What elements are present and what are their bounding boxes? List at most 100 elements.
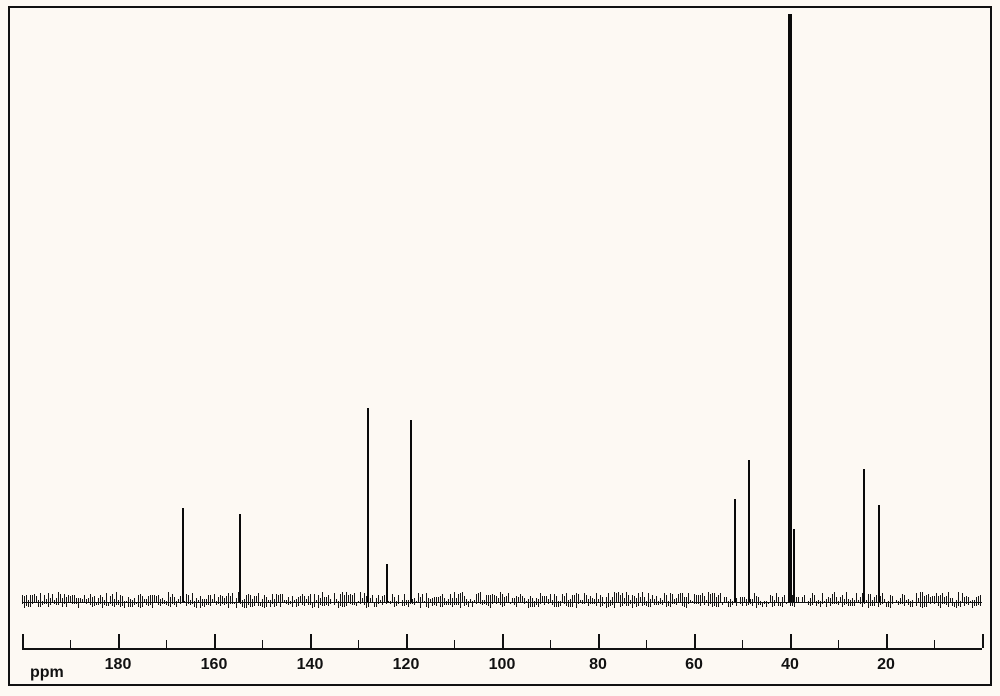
noise-bristle — [880, 596, 881, 604]
noise-bristle — [42, 601, 43, 605]
noise-bristle — [482, 600, 483, 605]
noise-bristle — [288, 597, 289, 605]
noise-bristle — [44, 595, 45, 605]
noise-bristle — [720, 593, 721, 602]
noise-bristle — [418, 593, 419, 602]
noise-bristle — [328, 595, 329, 606]
noise-bristle — [856, 593, 857, 603]
peak — [367, 408, 369, 602]
noise-bristle — [258, 593, 259, 607]
noise-bristle — [572, 595, 573, 607]
noise-bristle — [456, 598, 457, 604]
tick-major — [502, 634, 504, 648]
noise-bristle — [248, 594, 249, 605]
noise-bristle — [676, 598, 677, 604]
noise-bristle — [396, 601, 397, 606]
noise-bristle — [434, 597, 435, 605]
noise-bristle — [390, 601, 391, 604]
tick-minor — [358, 640, 359, 648]
noise-bristle — [934, 596, 935, 603]
noise-bristle — [544, 596, 545, 605]
peak — [788, 14, 792, 602]
noise-bristle — [338, 601, 339, 608]
tick-minor — [454, 640, 455, 648]
noise-bristle — [68, 595, 69, 603]
noise-bristle — [624, 598, 625, 603]
noise-bristle — [600, 595, 601, 607]
noise-bristle — [616, 593, 617, 602]
noise-bristle — [40, 593, 41, 607]
noise-bristle — [118, 600, 119, 605]
noise-bristle — [174, 597, 175, 605]
noise-bristle — [614, 592, 615, 608]
noise-bristle — [852, 598, 853, 606]
noise-bristle — [426, 593, 427, 607]
noise-bristle — [908, 599, 909, 605]
noise-bristle — [542, 596, 543, 603]
noise-bristle — [24, 596, 25, 608]
noise-bristle — [652, 595, 653, 603]
noise-bristle — [930, 597, 931, 604]
tick-label: 60 — [685, 656, 703, 674]
noise-bristle — [560, 601, 561, 606]
noise-bristle — [48, 593, 49, 607]
noise-bristle — [332, 602, 333, 603]
noise-bristle — [432, 598, 433, 605]
noise-bristle — [698, 595, 699, 603]
noise-bristle — [890, 595, 891, 607]
noise-bristle — [556, 596, 557, 607]
noise-bristle — [282, 594, 283, 603]
noise-bristle — [894, 602, 895, 603]
noise-bristle — [922, 592, 923, 607]
noise-bristle — [334, 593, 335, 605]
noise-bristle — [336, 599, 337, 602]
noise-bristle — [230, 596, 231, 605]
noise-bristle — [198, 600, 199, 604]
noise-bristle — [954, 602, 955, 607]
noise-bristle — [522, 596, 523, 602]
noise-bristle — [538, 599, 539, 607]
noise-bristle — [590, 596, 591, 604]
tick-major — [790, 634, 792, 648]
noise-bristle — [80, 598, 81, 602]
noise-bristle — [304, 596, 305, 606]
noise-bristle — [596, 593, 597, 607]
noise-bristle — [648, 593, 649, 608]
noise-bristle — [828, 597, 829, 603]
noise-bristle — [576, 593, 577, 608]
peak — [793, 529, 795, 602]
noise-bristle — [392, 594, 393, 603]
noise-bristle — [374, 602, 375, 607]
noise-bristle — [690, 600, 691, 603]
noise-bristle — [22, 595, 23, 603]
noise-bristle — [766, 601, 767, 607]
peak — [734, 499, 736, 602]
noise-bristle — [580, 600, 581, 603]
noise-bristle — [884, 599, 885, 603]
noise-bristle — [550, 594, 551, 604]
noise-bristle — [846, 592, 847, 604]
tick-minor — [166, 640, 167, 648]
noise-bristle — [716, 597, 717, 608]
noise-bristle — [490, 595, 491, 608]
tick-label: 20 — [877, 656, 895, 674]
noise-bristle — [300, 596, 301, 602]
noise-bristle — [422, 594, 423, 603]
noise-bristle — [844, 599, 845, 605]
noise-bristle — [918, 598, 919, 604]
noise-bristle — [944, 597, 945, 604]
noise-bristle — [134, 598, 135, 605]
noise-bristle — [674, 599, 675, 605]
noise-bristle — [842, 595, 843, 607]
noise-bristle — [98, 598, 99, 606]
noise-bristle — [38, 600, 39, 607]
noise-bristle — [344, 595, 345, 607]
noise-bristle — [252, 599, 253, 607]
noise-bristle — [256, 596, 257, 602]
noise-bristle — [376, 598, 377, 607]
noise-bristle — [472, 601, 473, 607]
noise-bristle — [686, 597, 687, 608]
noise-bristle — [414, 598, 415, 605]
noise-bristle — [254, 596, 255, 606]
noise-bristle — [446, 601, 447, 606]
